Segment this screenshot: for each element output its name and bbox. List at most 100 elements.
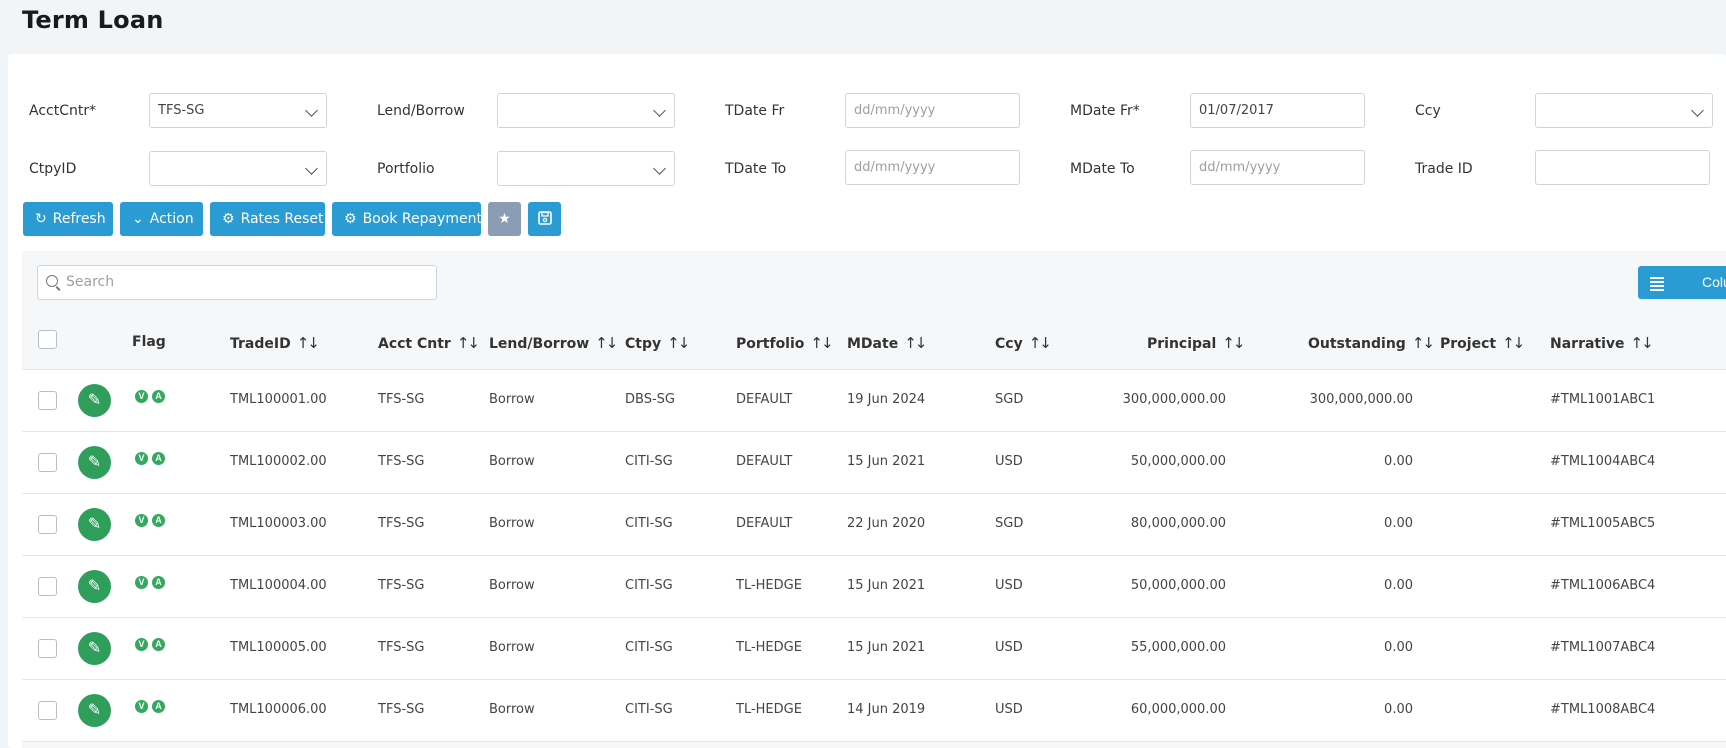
cell-mdate: 14 Jun 2019 — [847, 702, 926, 717]
cell-ctpy: CITI-SG — [625, 702, 673, 717]
tdate-to-label: TDate To — [725, 161, 787, 177]
sort-icon: ↑↓ — [1028, 334, 1052, 352]
columns-button[interactable]: Columns — [1638, 266, 1726, 299]
edit-button[interactable]: ✎ — [78, 570, 111, 603]
flag-badge: A — [152, 452, 165, 465]
ctpyid-label: CtpyID — [29, 161, 77, 177]
trade-id-input[interactable] — [1535, 150, 1710, 185]
cell-acct-cntr: TFS-SG — [378, 702, 425, 717]
search-input[interactable]: Search — [37, 265, 437, 300]
header-mdate[interactable]: MDate ↑↓ — [847, 334, 927, 352]
header-principal-label: Principal — [1147, 336, 1217, 352]
row-checkbox[interactable] — [38, 515, 57, 534]
flag-badge: A — [152, 514, 165, 527]
cell-ctpy: CITI-SG — [625, 578, 673, 593]
header-lend-borrow-label: Lend/Borrow — [489, 336, 590, 352]
flag-badge: A — [152, 390, 165, 403]
mdate-fr-label: MDate Fr* — [1070, 103, 1140, 119]
cell-ccy: SGD — [995, 392, 1024, 407]
header-acct-cntr[interactable]: Acct Cntr ↑↓ — [378, 334, 480, 352]
tdate-to-input[interactable]: dd/mm/yyyy — [845, 150, 1020, 185]
cell-tradeid: TML100005.00 — [230, 640, 327, 655]
cell-portfolio: TL-HEDGE — [736, 578, 802, 593]
sort-icon: ↑↓ — [456, 334, 480, 352]
cell-acct-cntr: TFS-SG — [378, 578, 425, 593]
cell-portfolio: DEFAULT — [736, 516, 793, 531]
header-project-label: Project — [1440, 336, 1497, 352]
refresh-label: Refresh — [52, 211, 106, 227]
flag-badge: V — [135, 390, 148, 403]
edit-button[interactable]: ✎ — [78, 384, 111, 417]
header-principal[interactable]: Principal ↑↓ — [1147, 334, 1245, 352]
select-all-checkbox[interactable] — [38, 330, 57, 349]
cell-ctpy: DBS-SG — [625, 392, 675, 407]
edit-button[interactable]: ✎ — [78, 446, 111, 479]
flag-badge: V — [135, 700, 148, 713]
flag-badge: V — [135, 452, 148, 465]
cell-tradeid: TML100002.00 — [230, 454, 327, 469]
header-tradeid[interactable]: TradeID ↑↓ — [230, 334, 320, 352]
header-outstanding[interactable]: Outstanding ↑↓ — [1308, 334, 1435, 352]
cell-lend-borrow: Borrow — [489, 578, 535, 593]
cell-tradeid: TML100006.00 — [230, 702, 327, 717]
header-portfolio[interactable]: Portfolio ↑↓ — [736, 334, 834, 352]
cell-ccy: USD — [995, 702, 1023, 717]
table-row[interactable] — [22, 494, 1726, 556]
cell-outstanding: 0.00 — [1384, 578, 1413, 593]
mdate-fr-input[interactable]: 01/07/2017 — [1190, 93, 1365, 128]
header-narrative[interactable]: Narrative ↑↓ — [1550, 334, 1654, 352]
sort-icon: ↑↓ — [904, 334, 927, 352]
sort-icon: ↑↓ — [1222, 334, 1245, 352]
portfolio-label: Portfolio — [377, 161, 435, 177]
refresh-button[interactable]: ↻ Refresh — [23, 202, 113, 236]
header-ctpy[interactable]: Ctpy ↑↓ — [625, 334, 690, 352]
row-checkbox[interactable] — [38, 453, 57, 472]
acctcntr-value: TFS-SG — [158, 103, 205, 118]
cell-lend-borrow: Borrow — [489, 392, 535, 407]
lend-borrow-select[interactable] — [497, 93, 675, 128]
cell-mdate: 15 Jun 2021 — [847, 454, 926, 469]
cell-acct-cntr: TFS-SG — [378, 392, 425, 407]
tdate-fr-input[interactable]: dd/mm/yyyy — [845, 93, 1020, 128]
ctpyid-select[interactable] — [149, 151, 327, 186]
cell-portfolio: DEFAULT — [736, 392, 793, 407]
cell-lend-borrow: Borrow — [489, 702, 535, 717]
row-checkbox[interactable] — [38, 391, 57, 410]
row-checkbox[interactable] — [38, 701, 57, 720]
portfolio-select[interactable] — [497, 151, 675, 186]
action-button[interactable]: ⌄ Action — [120, 202, 203, 236]
header-lend-borrow[interactable]: Lend/Borrow ↑↓ — [489, 334, 618, 352]
row-checkbox[interactable] — [38, 639, 57, 658]
save-icon — [537, 211, 552, 225]
save-button[interactable] — [528, 202, 561, 236]
favorite-button[interactable]: ★ — [488, 202, 521, 236]
cell-principal: 60,000,000.00 — [1130, 702, 1226, 717]
edit-button[interactable]: ✎ — [78, 632, 111, 665]
cell-principal: 55,000,000.00 — [1130, 640, 1226, 655]
pencil-icon: ✎ — [87, 702, 102, 719]
sort-icon: ↑↓ — [595, 334, 618, 352]
chevron-down-icon — [1691, 104, 1704, 117]
table-row[interactable] — [22, 370, 1726, 432]
table-row[interactable] — [22, 618, 1726, 680]
table-row[interactable] — [22, 556, 1726, 618]
row-checkbox[interactable] — [38, 577, 57, 596]
mdate-to-input[interactable]: dd/mm/yyyy — [1190, 150, 1365, 185]
header-ccy[interactable]: Ccy ↑↓ — [995, 334, 1052, 352]
edit-button[interactable]: ✎ — [78, 508, 111, 541]
header-flag: Flag — [132, 334, 166, 350]
book-repayment-button[interactable]: ⚙ Book Repayment — [332, 202, 482, 236]
table-row[interactable] — [22, 432, 1726, 494]
edit-button[interactable]: ✎ — [78, 694, 111, 727]
rates-reset-button[interactable]: ⚙ Rates Reset — [210, 202, 325, 236]
cell-narrative: #TML1008ABC4 — [1550, 702, 1656, 717]
ccy-select[interactable] — [1535, 93, 1713, 128]
cell-outstanding: 0.00 — [1384, 702, 1413, 717]
cell-acct-cntr: TFS-SG — [378, 640, 425, 655]
cell-mdate: 15 Jun 2021 — [847, 578, 926, 593]
header-project[interactable]: Project ↑↓ — [1440, 334, 1525, 352]
cell-tradeid: TML100003.00 — [230, 516, 327, 531]
table-row[interactable] — [22, 680, 1726, 742]
cell-mdate: 15 Jun 2021 — [847, 640, 926, 655]
acctcntr-select[interactable]: TFS-SG — [149, 93, 327, 128]
